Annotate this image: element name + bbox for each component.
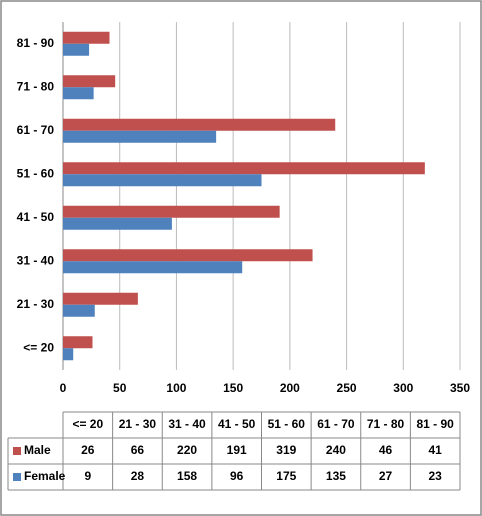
y-tick-label: 71 - 80 xyxy=(17,79,55,93)
x-tick-label: 300 xyxy=(393,381,413,395)
table-header: 51 - 60 xyxy=(268,417,306,431)
bar xyxy=(63,130,217,143)
bar xyxy=(63,217,172,230)
table-value: 66 xyxy=(131,443,145,457)
legend-key xyxy=(13,473,21,481)
bar xyxy=(63,174,262,187)
table-header: <= 20 xyxy=(72,417,103,431)
table-value: 220 xyxy=(177,443,197,457)
bar xyxy=(63,249,313,262)
bar xyxy=(63,87,94,100)
x-tick-label: 0 xyxy=(60,381,67,395)
table-value: 23 xyxy=(429,469,443,483)
table-value: 158 xyxy=(177,469,197,483)
table-value: 28 xyxy=(131,469,145,483)
y-tick-label: 31 - 40 xyxy=(17,253,55,267)
table-value: 135 xyxy=(326,469,346,483)
legend-key xyxy=(13,447,21,455)
x-tick-label: 250 xyxy=(337,381,357,395)
x-tick-label: 150 xyxy=(223,381,243,395)
bar xyxy=(63,261,243,274)
table-value: 26 xyxy=(81,443,95,457)
bar xyxy=(63,205,280,218)
table-header: 81 - 90 xyxy=(417,417,455,431)
bar xyxy=(63,162,425,175)
legend-label: Male xyxy=(24,443,51,457)
table-value: 175 xyxy=(276,469,296,483)
table-header: 71 - 80 xyxy=(367,417,405,431)
bar xyxy=(63,336,93,349)
y-tick-label: 21 - 30 xyxy=(17,297,55,311)
y-tick-label: 41 - 50 xyxy=(17,210,55,224)
table-value: 41 xyxy=(429,443,443,457)
bar xyxy=(63,75,116,88)
table-value: 191 xyxy=(227,443,247,457)
x-tick-label: 200 xyxy=(280,381,300,395)
table-header: 21 - 30 xyxy=(119,417,157,431)
table-header: 41 - 50 xyxy=(218,417,256,431)
table-header: 61 - 70 xyxy=(317,417,355,431)
table-value: 46 xyxy=(379,443,393,457)
y-tick-label: 81 - 90 xyxy=(17,36,55,50)
x-tick-label: 350 xyxy=(450,381,470,395)
bar xyxy=(63,304,95,317)
bar xyxy=(63,292,138,305)
table-value: 96 xyxy=(230,469,244,483)
bar xyxy=(63,118,336,131)
y-tick-label: 51 - 60 xyxy=(17,166,55,180)
x-tick-label: 50 xyxy=(113,381,127,395)
table-header: 31 - 40 xyxy=(168,417,206,431)
bar xyxy=(63,348,74,361)
legend-label: Female xyxy=(24,469,66,483)
bar xyxy=(63,43,90,56)
x-tick-label: 100 xyxy=(166,381,186,395)
table-value: 319 xyxy=(276,443,296,457)
table-value: 240 xyxy=(326,443,346,457)
table-value: 9 xyxy=(84,469,91,483)
y-tick-label: <= 20 xyxy=(23,340,54,354)
table-value: 27 xyxy=(379,469,393,483)
y-tick-label: 61 - 70 xyxy=(17,123,55,137)
bar xyxy=(63,31,110,44)
